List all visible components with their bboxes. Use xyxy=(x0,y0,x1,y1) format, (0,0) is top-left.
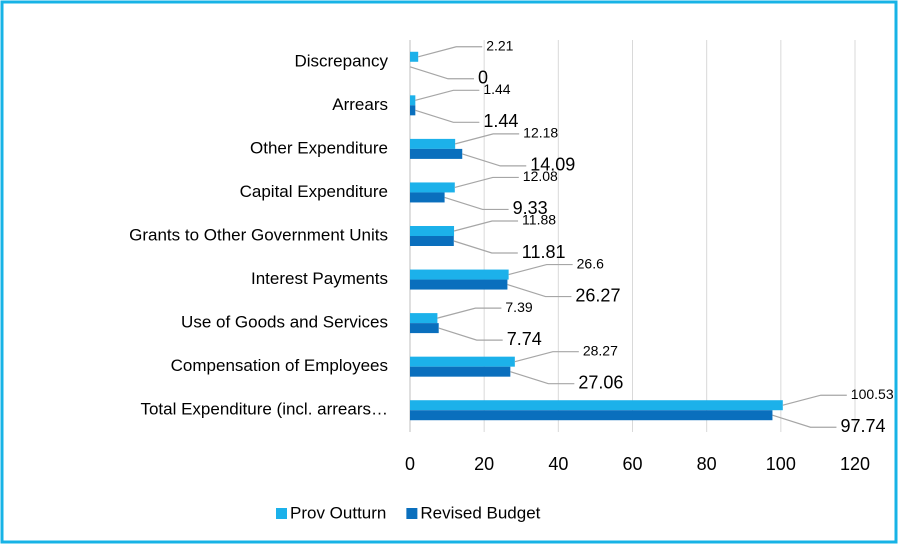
leader-line xyxy=(782,394,847,406)
bar xyxy=(410,192,445,203)
bar xyxy=(410,226,455,236)
bar xyxy=(410,356,515,367)
data-label: 27.06 xyxy=(578,372,623,392)
legend-label: Revised Budget xyxy=(420,503,540,522)
data-label: 9.33 xyxy=(513,198,548,218)
leader-line xyxy=(454,176,519,189)
bar xyxy=(410,236,454,246)
leader-line xyxy=(415,89,480,101)
data-label: 12.08 xyxy=(523,168,558,184)
x-tick-label: 0 xyxy=(405,454,415,474)
x-tick-label: 20 xyxy=(474,454,494,474)
data-label: 26.27 xyxy=(575,285,620,305)
x-tick-label: 40 xyxy=(548,454,568,474)
data-label: 26.6 xyxy=(577,255,604,271)
leader-line xyxy=(507,283,572,298)
data-label: 14.09 xyxy=(530,155,575,175)
data-label: 12.18 xyxy=(523,125,558,141)
bar xyxy=(410,138,456,149)
x-tick-label: 80 xyxy=(697,454,717,474)
category-label: Discrepancy xyxy=(294,51,388,70)
leader-line xyxy=(453,220,519,232)
leader-line xyxy=(510,371,575,385)
data-label: 100.53 xyxy=(851,386,894,402)
leader-line xyxy=(462,153,527,167)
leader-line xyxy=(514,351,579,363)
category-label: Grants to Other Government Units xyxy=(129,225,388,244)
leader-line xyxy=(772,414,837,428)
leader-line xyxy=(409,66,474,80)
leader-line xyxy=(418,46,483,58)
bar xyxy=(410,105,416,116)
category-label: Total Expenditure (incl. arrears… xyxy=(140,400,388,419)
data-label: 7.39 xyxy=(505,299,532,315)
legend-swatch xyxy=(406,508,418,519)
bar xyxy=(410,95,416,106)
data-label: 11.88 xyxy=(522,212,556,228)
bar xyxy=(410,148,463,159)
legend-label: Prov Outturn xyxy=(290,503,386,522)
category-label: Use of Goods and Services xyxy=(181,313,388,332)
category-label: Compensation of Employees xyxy=(171,356,388,375)
bar xyxy=(410,323,439,334)
data-label: 1.44 xyxy=(483,81,510,97)
data-label: 7.74 xyxy=(507,329,542,349)
data-label: 11.81 xyxy=(522,242,566,262)
category-label: Interest Payments xyxy=(251,269,388,288)
x-tick-label: 120 xyxy=(840,454,870,474)
bar xyxy=(410,313,438,324)
leader-line xyxy=(455,133,520,145)
bar xyxy=(410,269,509,280)
leader-line xyxy=(444,196,509,211)
category-label: Capital Expenditure xyxy=(240,182,388,201)
category-label: Arrears xyxy=(332,95,388,114)
bar xyxy=(410,400,783,411)
x-tick-label: 60 xyxy=(622,454,642,474)
data-label: 97.74 xyxy=(840,416,885,436)
data-label: 1.44 xyxy=(483,111,518,131)
bar xyxy=(410,279,508,290)
legend-swatch xyxy=(276,508,287,519)
bar xyxy=(410,366,511,377)
bar xyxy=(410,51,419,62)
leader-line xyxy=(453,240,518,254)
leader-line xyxy=(437,307,502,319)
leader-line xyxy=(415,109,480,123)
data-label: 28.27 xyxy=(583,342,618,358)
category-label: Other Expenditure xyxy=(250,138,388,157)
bar xyxy=(410,410,773,421)
data-label: 2.21 xyxy=(486,37,513,53)
data-label: 0 xyxy=(478,68,488,88)
leader-line xyxy=(508,263,573,276)
leader-line xyxy=(438,327,503,341)
bar xyxy=(410,182,455,193)
x-tick-label: 100 xyxy=(766,454,796,474)
